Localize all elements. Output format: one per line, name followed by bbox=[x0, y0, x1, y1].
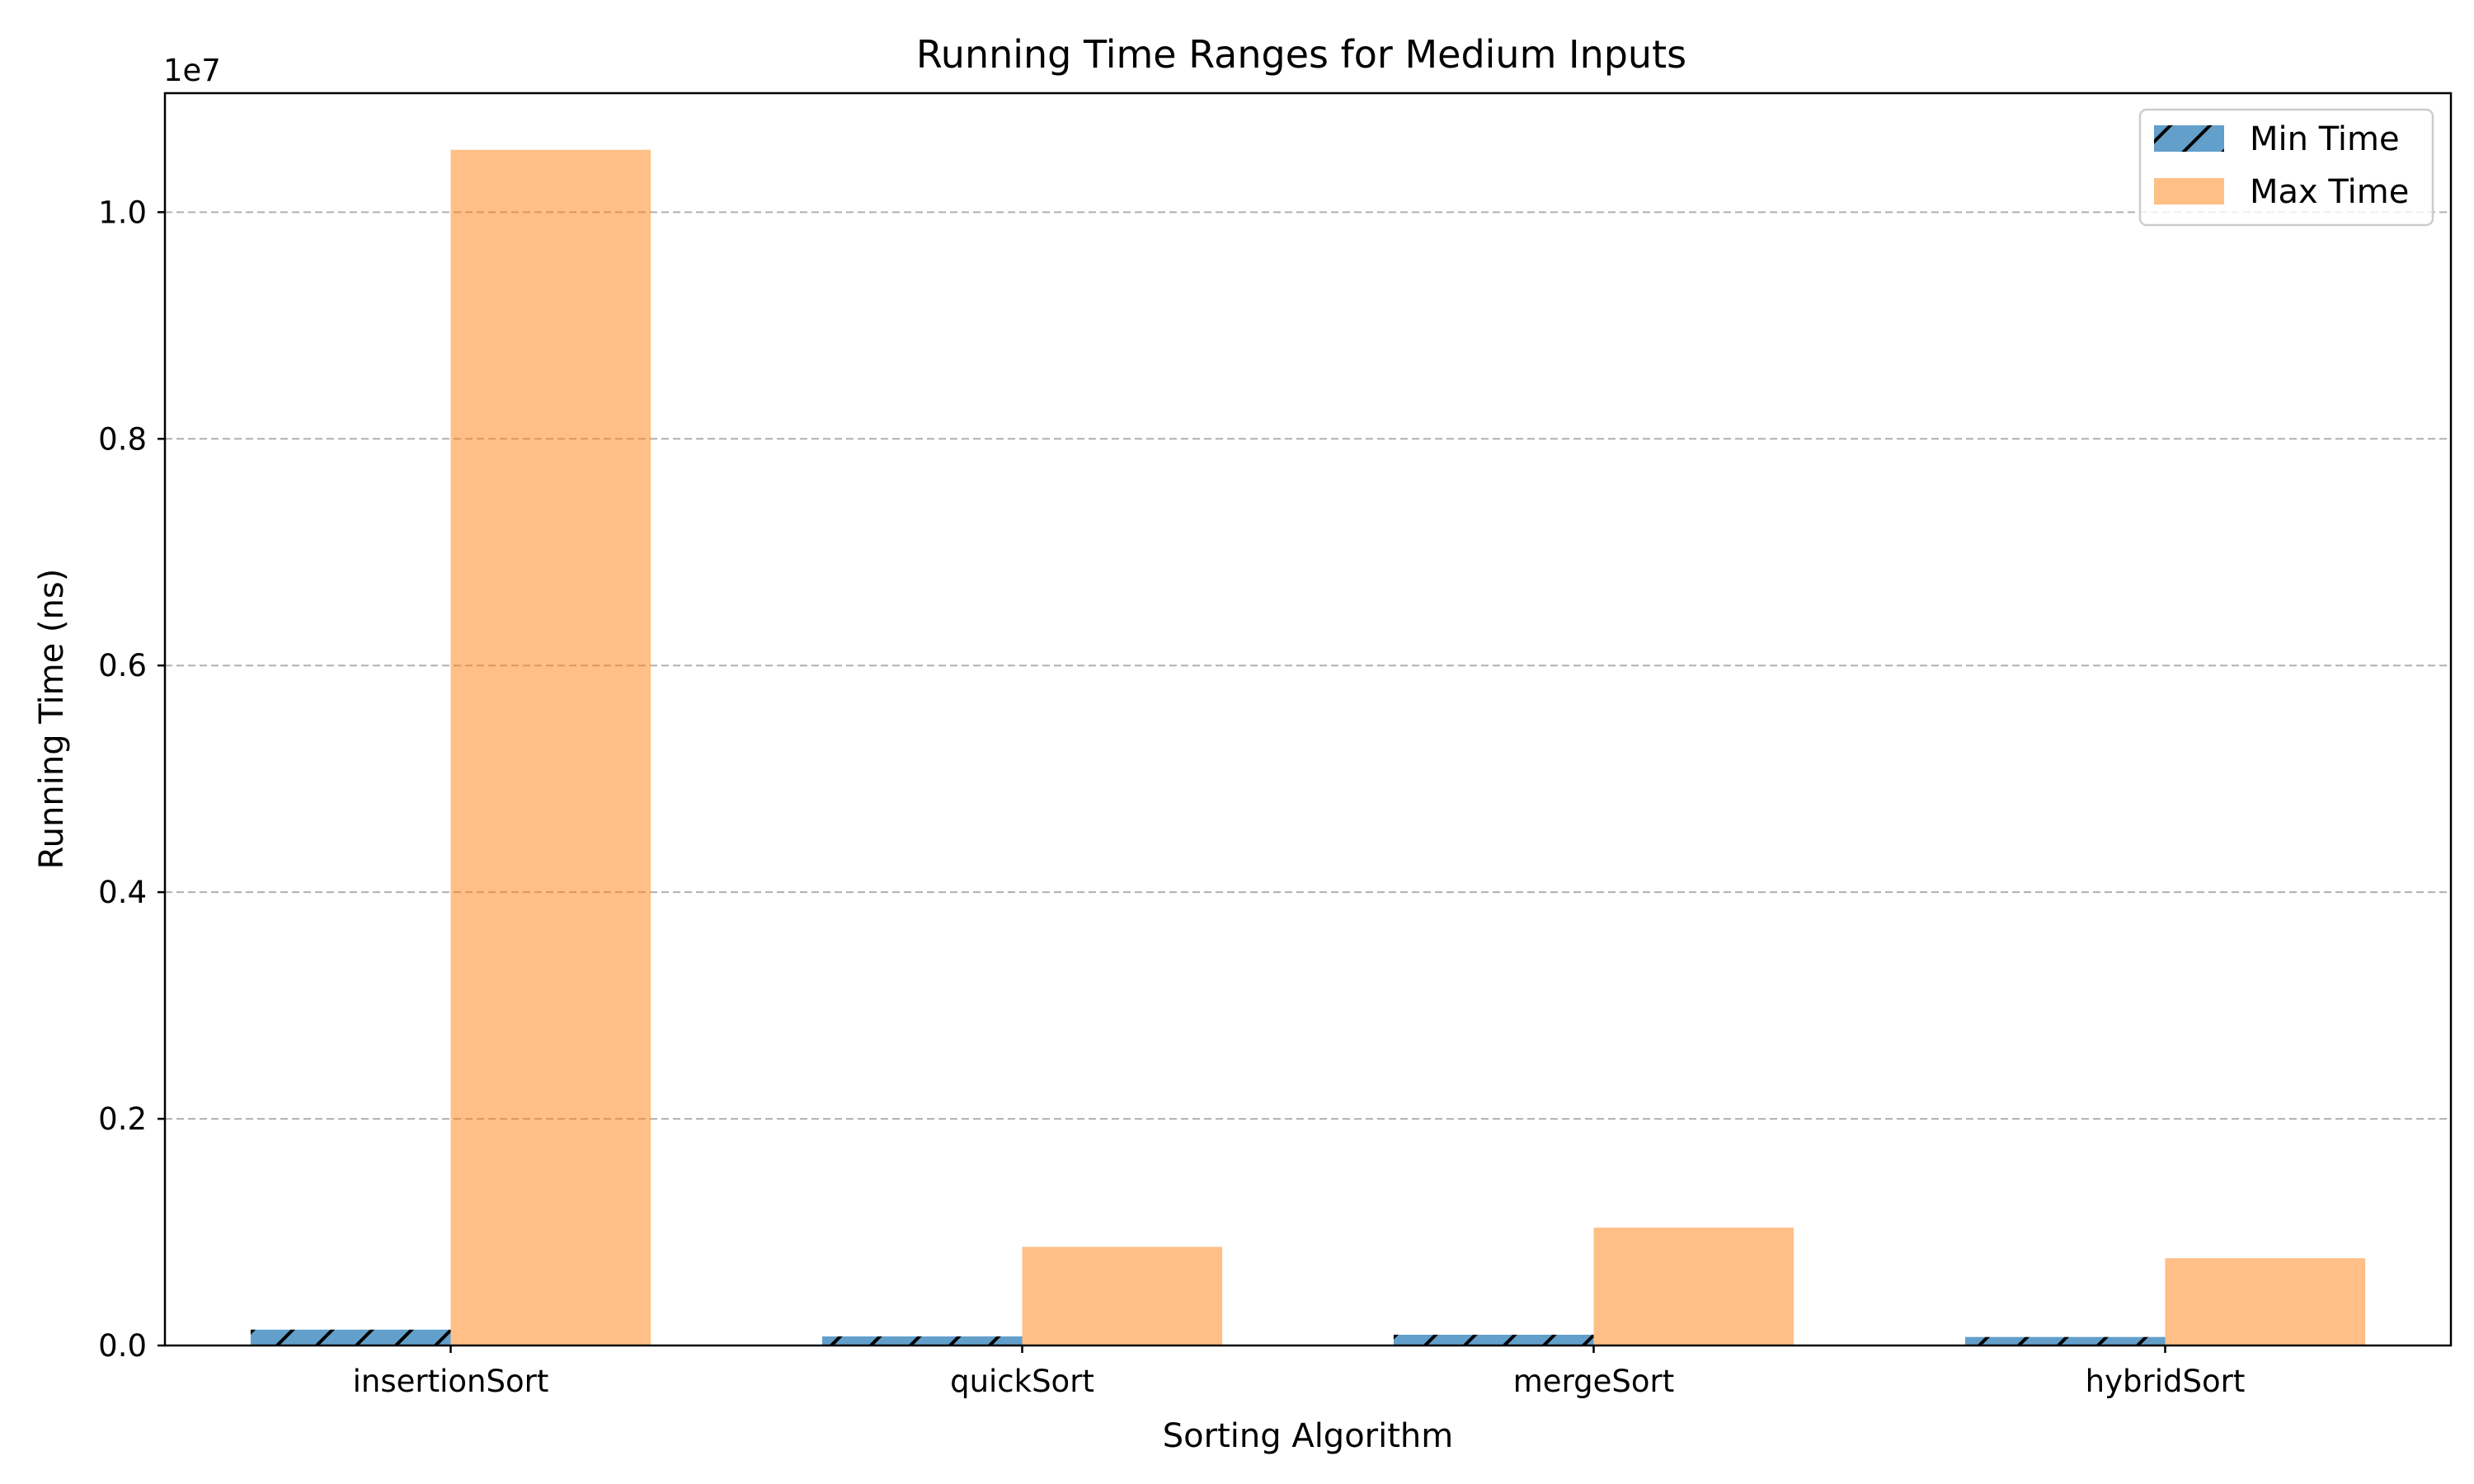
bar-max-time-mergeSort bbox=[1593, 1228, 1794, 1345]
y-tick-label: 0.0 bbox=[98, 1328, 147, 1364]
bar-min-time-hybridSort bbox=[1964, 1336, 2166, 1345]
x-tick-label-insertionSort: insertionSort bbox=[353, 1364, 549, 1399]
legend-label-min-time: Min Time bbox=[2250, 120, 2400, 158]
bar-min-time-insertionSort bbox=[250, 1329, 451, 1345]
legend-label-max-time: Max Time bbox=[2250, 173, 2409, 211]
y-axis-label: Running Time (ns) bbox=[33, 569, 71, 870]
bar-max-time-quickSort bbox=[1022, 1247, 1223, 1345]
plot-area-frame bbox=[163, 92, 2453, 1347]
x-axis-label: Sorting Algorithm bbox=[1163, 1417, 1453, 1455]
y-tick-label: 0.6 bbox=[98, 648, 147, 683]
y-tick-label: 1.0 bbox=[98, 195, 147, 230]
legend-swatch-min-time bbox=[2154, 125, 2224, 152]
y-tick-label: 0.2 bbox=[98, 1101, 147, 1137]
bar-min-time-mergeSort bbox=[1393, 1334, 1594, 1345]
y-axis-ticks: 0.0 0.2 0.4 0.6 0.8 1.0 bbox=[98, 195, 165, 1364]
bars bbox=[250, 149, 2366, 1345]
bar-max-time-insertionSort bbox=[450, 149, 651, 1345]
y-tick-label: 0.4 bbox=[98, 875, 147, 910]
x-tick-label-quickSort: quickSort bbox=[950, 1364, 1094, 1399]
chart-title: Running Time Ranges for Medium Inputs bbox=[916, 32, 1686, 77]
bar-max-time-hybridSort bbox=[2165, 1258, 2366, 1345]
bar-min-time-quickSort bbox=[821, 1336, 1023, 1345]
x-tick-label-mergeSort: mergeSort bbox=[1513, 1364, 1674, 1399]
legend-swatch-max-time bbox=[2154, 178, 2224, 204]
legend: Min Time Max Time bbox=[2138, 108, 2434, 227]
x-tick-label-hybridSort: hybridSort bbox=[2086, 1364, 2246, 1399]
y-tick-label: 0.8 bbox=[98, 421, 147, 457]
x-axis-ticks: insertionSort quickSort mergeSort hybridSor… bbox=[353, 1345, 2246, 1399]
y-axis-offset-label: 1e7 bbox=[163, 53, 221, 88]
